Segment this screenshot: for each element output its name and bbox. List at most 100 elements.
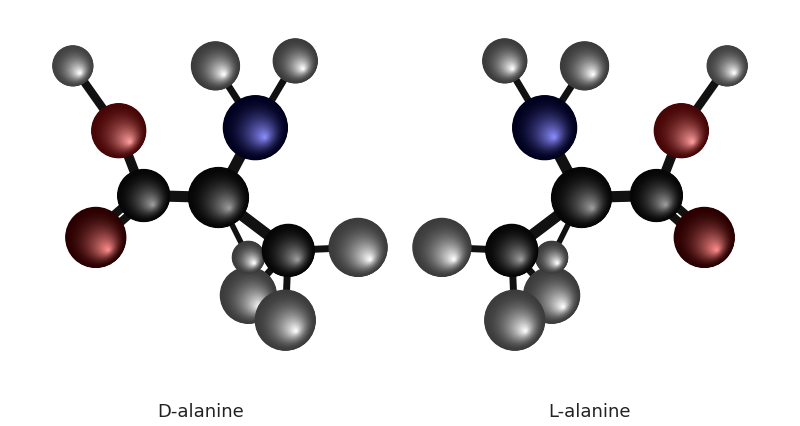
Circle shape — [80, 222, 120, 262]
Circle shape — [203, 53, 234, 84]
Circle shape — [253, 125, 272, 144]
Circle shape — [334, 223, 385, 274]
Circle shape — [443, 249, 458, 264]
Circle shape — [210, 60, 231, 81]
Circle shape — [654, 104, 708, 158]
Circle shape — [272, 307, 307, 343]
Circle shape — [231, 278, 272, 319]
Circle shape — [536, 242, 567, 273]
Circle shape — [504, 60, 517, 73]
Circle shape — [642, 181, 677, 216]
Circle shape — [564, 180, 606, 222]
Circle shape — [421, 226, 468, 273]
Circle shape — [191, 42, 239, 90]
Circle shape — [238, 109, 280, 152]
Circle shape — [106, 118, 140, 152]
Circle shape — [583, 199, 597, 213]
Circle shape — [335, 225, 385, 274]
Circle shape — [579, 61, 599, 81]
Circle shape — [96, 108, 144, 156]
Circle shape — [217, 67, 227, 78]
Circle shape — [230, 103, 283, 156]
Circle shape — [270, 305, 308, 343]
Circle shape — [336, 225, 384, 273]
Circle shape — [570, 52, 604, 85]
Circle shape — [143, 196, 158, 209]
Circle shape — [198, 176, 244, 223]
Circle shape — [664, 113, 704, 154]
Circle shape — [494, 232, 534, 273]
Circle shape — [506, 63, 515, 72]
Circle shape — [92, 104, 146, 158]
Circle shape — [509, 248, 527, 265]
Circle shape — [197, 176, 245, 224]
Circle shape — [554, 170, 610, 227]
Circle shape — [656, 195, 670, 210]
Circle shape — [496, 52, 521, 77]
Circle shape — [258, 130, 269, 141]
Circle shape — [729, 68, 737, 75]
Circle shape — [430, 236, 463, 269]
Circle shape — [651, 190, 673, 212]
Circle shape — [233, 105, 282, 155]
Circle shape — [518, 324, 529, 334]
Circle shape — [151, 203, 154, 206]
Circle shape — [505, 244, 529, 267]
Circle shape — [250, 297, 264, 311]
Circle shape — [138, 190, 160, 212]
Circle shape — [505, 243, 529, 268]
Circle shape — [238, 110, 279, 152]
Circle shape — [213, 63, 230, 80]
Circle shape — [232, 279, 271, 318]
Circle shape — [522, 105, 572, 155]
Circle shape — [666, 116, 703, 153]
Circle shape — [280, 315, 304, 339]
Circle shape — [131, 183, 163, 215]
Circle shape — [521, 104, 572, 155]
Circle shape — [334, 224, 385, 274]
Circle shape — [536, 242, 567, 273]
Circle shape — [126, 177, 166, 218]
Circle shape — [281, 316, 303, 338]
Circle shape — [74, 67, 83, 76]
Circle shape — [665, 204, 666, 205]
Circle shape — [85, 227, 118, 259]
Circle shape — [547, 253, 562, 268]
Circle shape — [219, 69, 226, 77]
Circle shape — [588, 69, 596, 77]
Circle shape — [97, 109, 143, 155]
Circle shape — [226, 98, 286, 158]
Circle shape — [143, 195, 158, 210]
Circle shape — [547, 291, 570, 314]
Circle shape — [235, 244, 263, 272]
Circle shape — [261, 296, 313, 348]
Circle shape — [487, 43, 525, 81]
Circle shape — [718, 57, 742, 81]
Circle shape — [297, 62, 306, 72]
Circle shape — [240, 287, 269, 315]
Circle shape — [565, 181, 606, 222]
Circle shape — [240, 287, 268, 315]
Circle shape — [442, 248, 458, 264]
Circle shape — [254, 126, 271, 143]
Circle shape — [538, 282, 574, 317]
Circle shape — [214, 64, 229, 79]
Circle shape — [276, 238, 308, 270]
Circle shape — [504, 309, 536, 341]
Circle shape — [587, 203, 595, 211]
Circle shape — [234, 243, 264, 273]
Circle shape — [518, 323, 530, 335]
Circle shape — [532, 115, 566, 149]
Circle shape — [670, 120, 702, 151]
Circle shape — [294, 329, 297, 332]
Circle shape — [58, 51, 90, 83]
Circle shape — [541, 247, 565, 271]
Circle shape — [242, 250, 260, 269]
Circle shape — [146, 198, 156, 208]
Circle shape — [684, 133, 696, 146]
Circle shape — [142, 194, 158, 210]
Circle shape — [577, 58, 601, 82]
Circle shape — [290, 325, 299, 334]
Circle shape — [440, 246, 460, 265]
Circle shape — [286, 52, 311, 77]
